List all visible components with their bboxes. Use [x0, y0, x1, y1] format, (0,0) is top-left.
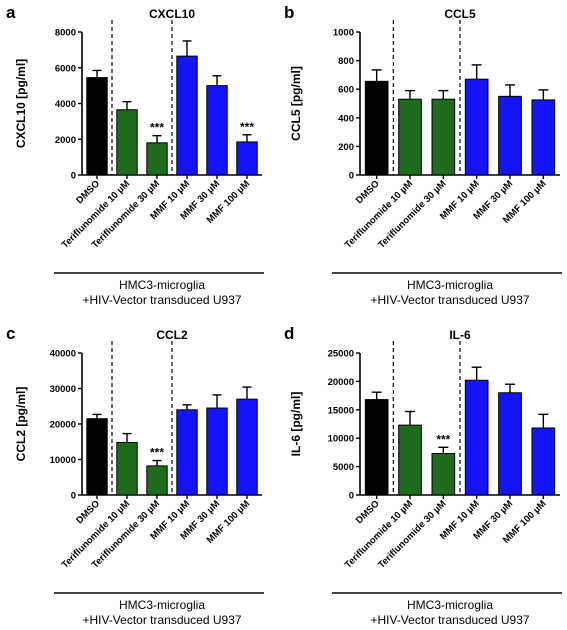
chart-title: CCL2 [156, 328, 188, 342]
bar [498, 392, 522, 496]
y-tick-label: 600 [338, 85, 354, 96]
chart-title: IL-6 [449, 328, 471, 342]
chart-title: CXCL10 [149, 7, 195, 21]
y-tick-label: 0 [71, 491, 76, 502]
bar [176, 55, 198, 176]
category-label: DMSO [354, 178, 382, 206]
y-tick-label: 0 [349, 491, 354, 502]
bar [364, 399, 389, 496]
bar [464, 379, 489, 496]
y-tick-label: 400 [338, 113, 354, 124]
y-tick-label: 800 [338, 56, 354, 67]
panel-letter: b [284, 3, 294, 22]
significance-label: *** [150, 446, 164, 460]
y-tick-label: 20000 [50, 420, 76, 431]
y-tick-label: 30000 [50, 384, 76, 395]
panel-letter: a [6, 3, 16, 22]
y-tick-label: 2000 [55, 135, 76, 146]
bar [236, 141, 258, 176]
y-tick-label: 15000 [328, 405, 354, 416]
bar [206, 85, 228, 176]
y-tick-label: 10000 [50, 455, 76, 466]
y-axis-label: CCL2 [pg/ml] [14, 387, 28, 462]
bar [364, 80, 389, 176]
significance-label: *** [240, 120, 254, 134]
bar [146, 465, 168, 496]
category-label: DMSO [74, 178, 102, 206]
significance-label: *** [436, 432, 450, 446]
y-tick-label: 0 [71, 171, 76, 182]
panel-letter: c [6, 324, 15, 343]
footer-line-1: HMC3-microglia [119, 598, 205, 612]
y-tick-label: 200 [338, 142, 354, 153]
y-axis-label: IL-6 [pg/ml] [289, 392, 303, 457]
y-tick-label: 0 [349, 171, 354, 182]
bar [116, 441, 138, 496]
footer-line-1: HMC3-microglia [407, 278, 493, 292]
bar [464, 78, 489, 176]
panel-c: c CCL2 CCL2 [pg/ml] 0 10000 20000 30000 40000 DM… [6, 324, 264, 627]
bar [86, 77, 108, 176]
bar [531, 99, 556, 176]
y-tick-label: 5000 [333, 462, 354, 473]
footer-line-2: +HIV-Vector transduced U937 [370, 613, 529, 627]
footer-line-1: HMC3-microglia [407, 598, 493, 612]
y-tick-label: 8000 [55, 28, 76, 39]
bar [431, 98, 456, 176]
panel-letter: d [284, 324, 294, 343]
footer-line-2: +HIV-Vector transduced U937 [82, 613, 241, 627]
panel-a: a CXCL10 CXCL10 [pg/ml] 0 2000 4000 6000 8000 DM… [6, 3, 264, 307]
bar [206, 407, 228, 496]
significance-label: *** [150, 121, 164, 135]
y-tick-label: 20000 [328, 377, 354, 388]
bar [398, 424, 422, 496]
bar [146, 142, 168, 176]
chart-title: CCL5 [444, 7, 476, 21]
y-axis-label: CCL5 [pg/ml] [289, 66, 303, 141]
category-label: DMSO [354, 498, 382, 526]
bar [531, 427, 556, 496]
y-tick-label: 40000 [50, 349, 76, 360]
y-tick-label: 1000 [333, 28, 354, 39]
y-tick-label: 6000 [55, 63, 76, 74]
footer-line-2: +HIV-Vector transduced U937 [82, 293, 241, 307]
bar [431, 453, 456, 496]
bar [498, 95, 522, 176]
y-tick-label: 25000 [328, 349, 354, 360]
panel-d: d IL-6 IL-6 [pg/ml] 0 5000 10000 15000 20000 250… [284, 324, 562, 627]
category-label: DMSO [74, 498, 102, 526]
bar [116, 109, 138, 176]
bar [86, 418, 108, 496]
footer-line-1: HMC3-microglia [119, 278, 205, 292]
footer-line-2: +HIV-Vector transduced U937 [370, 293, 529, 307]
bar [398, 98, 422, 176]
y-tick-label: 4000 [55, 99, 76, 110]
y-tick-label: 10000 [328, 434, 354, 445]
bar [236, 398, 258, 496]
y-axis-label: CXCL10 [pg/ml] [14, 59, 28, 148]
bar [176, 409, 198, 496]
